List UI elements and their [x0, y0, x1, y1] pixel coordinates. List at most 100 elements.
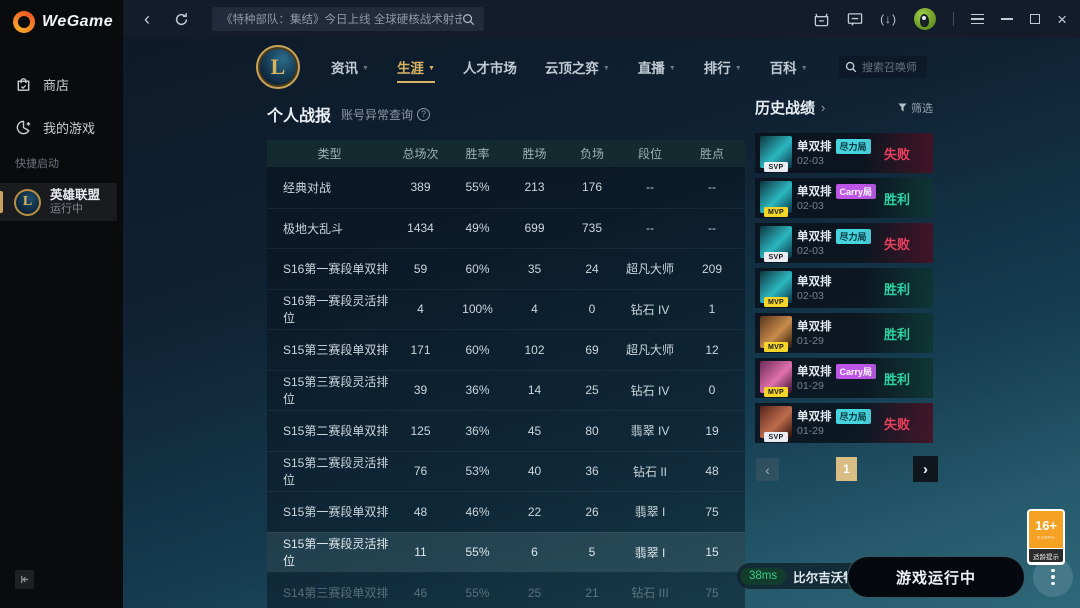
column-header: 胜率	[465, 147, 490, 161]
match-list-item[interactable]: MVP 单双排 02-03 胜利	[755, 268, 933, 308]
match-list-item[interactable]: MVP 单双排 Carry局 02-03 胜利	[755, 178, 933, 218]
match-list-item[interactable]: SVP 单双排 尽力局 01-29 失败	[755, 403, 933, 443]
cell-rank: 翡翠 IV	[630, 424, 670, 439]
table-row[interactable]: S15第一赛段单双排 48 46% 22 26 翡翠 I 75	[267, 491, 745, 532]
game-running-label: 游戏运行中	[895, 569, 976, 587]
cell-wins: 213	[524, 180, 545, 195]
cell-league-points: --	[708, 221, 716, 236]
summoner-search-input[interactable]: 搜索召唤师	[839, 56, 927, 78]
chevron-down-icon: ▼	[734, 64, 742, 72]
cell-win-rate: 36%	[465, 423, 490, 438]
cell-losses: 25	[585, 383, 599, 398]
medal-badge: MVP	[764, 297, 788, 307]
cell-rank: 翡翠 I	[634, 505, 666, 520]
table-row[interactable]: S15第二赛段单双排 125 36% 45 80 翡翠 IV 19	[267, 410, 745, 451]
cell-losses: 0	[588, 302, 596, 317]
cell-league-points: 12	[705, 342, 719, 357]
table-row[interactable]: S15第二赛段灵活排位 76 53% 40 36 钻石 II 48	[267, 450, 745, 492]
game-nav: L 资讯 ▼ 生涯 ▼ 人才市场 ▼ 云顶之弈 ▼ 直播 ▼ 排行 ▼ 百科 ▼…	[123, 38, 1080, 96]
chevron-down-icon: ▼	[602, 64, 610, 72]
match-list-item[interactable]: SVP 单双排 尽力局 02-03 失败	[755, 133, 933, 173]
filter-button[interactable]: 筛选	[898, 100, 933, 116]
match-date: 02-03	[797, 290, 824, 302]
table-row[interactable]: 极地大乱斗 1434 49% 699 735 -- --	[267, 207, 745, 249]
sidebar-item-label: 商店	[43, 78, 70, 93]
nav-tab-6[interactable]: 百科 ▼	[770, 51, 808, 83]
download-manager-icon[interactable]: (↓)	[880, 12, 898, 26]
sidebar-item-my-games[interactable]: 我的游戏	[15, 118, 95, 137]
wegame-logo[interactable]: WeGame	[13, 11, 113, 33]
column-header: 类型	[317, 147, 342, 161]
table-row[interactable]: S14第三赛段单双排 46 55% 25 21 钻石 III 75	[267, 572, 745, 608]
cell-league-points: 1	[708, 302, 716, 317]
active-game-status: 运行中	[50, 203, 83, 215]
sidebar-item-lol-running[interactable]: L 英雄联盟 运行中	[0, 183, 117, 221]
topbar-divider	[953, 12, 955, 26]
sidebar-item-store[interactable]: 商店	[15, 75, 69, 94]
match-result: 失败	[861, 403, 933, 443]
minimize-button[interactable]	[1001, 18, 1014, 20]
nav-tab-3[interactable]: 云顶之弈 ▼	[545, 51, 610, 83]
nav-tab-0[interactable]: 资讯 ▼	[331, 51, 369, 83]
sidebar: WeGame 商店 我的游戏 快捷启动 L 英雄联盟 运行中	[0, 0, 123, 608]
refresh-icon[interactable]	[174, 12, 189, 27]
lol-logo[interactable]: L	[256, 45, 300, 89]
report-table: 类型 总场次 胜率 胜场 负场 段位 胜点 经典对战 389 55% 213 1…	[267, 140, 745, 608]
match-queue-label: 单双排	[797, 411, 832, 423]
chevron-right-icon[interactable]: ›	[821, 100, 826, 115]
cell-losses: 69	[585, 342, 599, 357]
table-row[interactable]: S16第一赛段灵活排位 4 100% 4 0 钻石 IV 1	[267, 288, 745, 330]
match-list-item[interactable]: MVP 单双排 Carry局 01-29 胜利	[755, 358, 933, 398]
match-result: 胜利	[861, 268, 933, 308]
cell-queue-type: S14第三赛段单双排	[283, 586, 389, 601]
cell-rank: --	[646, 180, 654, 195]
cell-win-rate: 60%	[465, 342, 490, 357]
match-list-item[interactable]: SVP 单双排 尽力局 02-03 失败	[755, 223, 933, 263]
page-number-button[interactable]: 1	[836, 457, 857, 481]
server-ping-pill[interactable]: 38ms 比尔吉沃特	[737, 563, 868, 589]
column-header: 胜点	[699, 147, 724, 161]
history-header: 历史战绩 › 筛选	[755, 97, 933, 118]
nav-tab-1[interactable]: 生涯 ▼	[396, 51, 435, 83]
cell-league-points: 75	[705, 585, 719, 600]
next-page-button[interactable]: ›	[913, 456, 938, 482]
help-icon[interactable]: ?	[417, 107, 431, 121]
table-row[interactable]: S15第三赛段灵活排位 39 36% 14 25 钻石 IV 0	[267, 369, 745, 411]
match-queue-label: 单双排	[797, 321, 832, 333]
nav-tab-2[interactable]: 人才市场 ▼	[463, 51, 517, 83]
game-running-button[interactable]: 游戏运行中	[847, 556, 1025, 598]
cell-wins: 699	[524, 221, 545, 236]
collapse-sidebar-button[interactable]	[15, 570, 34, 589]
prev-page-button[interactable]: ‹	[756, 458, 779, 481]
cell-losses: 21	[585, 585, 599, 600]
cell-losses: 26	[585, 504, 599, 519]
cell-total-games: 4	[417, 302, 424, 317]
nav-tab-4[interactable]: 直播 ▼	[638, 51, 676, 83]
announcement-text: 《特种部队：集结》今日上线 全球硬核战术射击	[221, 14, 462, 26]
medal-badge: MVP	[764, 342, 788, 352]
nav-tab-5[interactable]: 排行 ▼	[704, 51, 742, 83]
cell-total-games: 389	[410, 180, 431, 195]
assistant-bot-icon[interactable]	[813, 12, 830, 27]
cell-total-games: 11	[414, 545, 427, 560]
back-icon[interactable]: ‹	[144, 9, 150, 29]
match-result: 胜利	[861, 313, 933, 353]
my-games-icon	[16, 120, 31, 135]
wegame-logo-text: WeGame	[42, 13, 114, 30]
table-row[interactable]: S15第三赛段单双排 171 60% 102 69 超凡大师 12	[267, 329, 745, 370]
match-list-item[interactable]: MVP 单双排 01-29 胜利	[755, 313, 933, 353]
avatar[interactable]	[914, 8, 937, 30]
server-name: 比尔吉沃特	[793, 570, 856, 585]
table-row[interactable]: 经典对战 389 55% 213 176 -- --	[267, 167, 745, 208]
cell-losses: 5	[588, 545, 596, 560]
table-row[interactable]: S15第一赛段灵活排位 11 55% 6 5 翡翠 I 15	[267, 531, 745, 572]
chevron-down-icon: ▼	[668, 64, 676, 72]
maximize-button[interactable]	[1030, 14, 1041, 24]
close-button[interactable]: ×	[1057, 9, 1067, 29]
account-anomaly-link[interactable]: 账号异常查询 ?	[341, 106, 431, 123]
table-row[interactable]: S16第一赛段单双排 59 60% 35 24 超凡大师 209	[267, 248, 745, 289]
messages-icon[interactable]	[847, 12, 863, 27]
cell-league-points: 15	[705, 545, 719, 560]
announcement-search-bar[interactable]: 《特种部队：集结》今日上线 全球硬核战术射击	[212, 7, 484, 31]
main-menu-icon[interactable]	[971, 13, 985, 25]
